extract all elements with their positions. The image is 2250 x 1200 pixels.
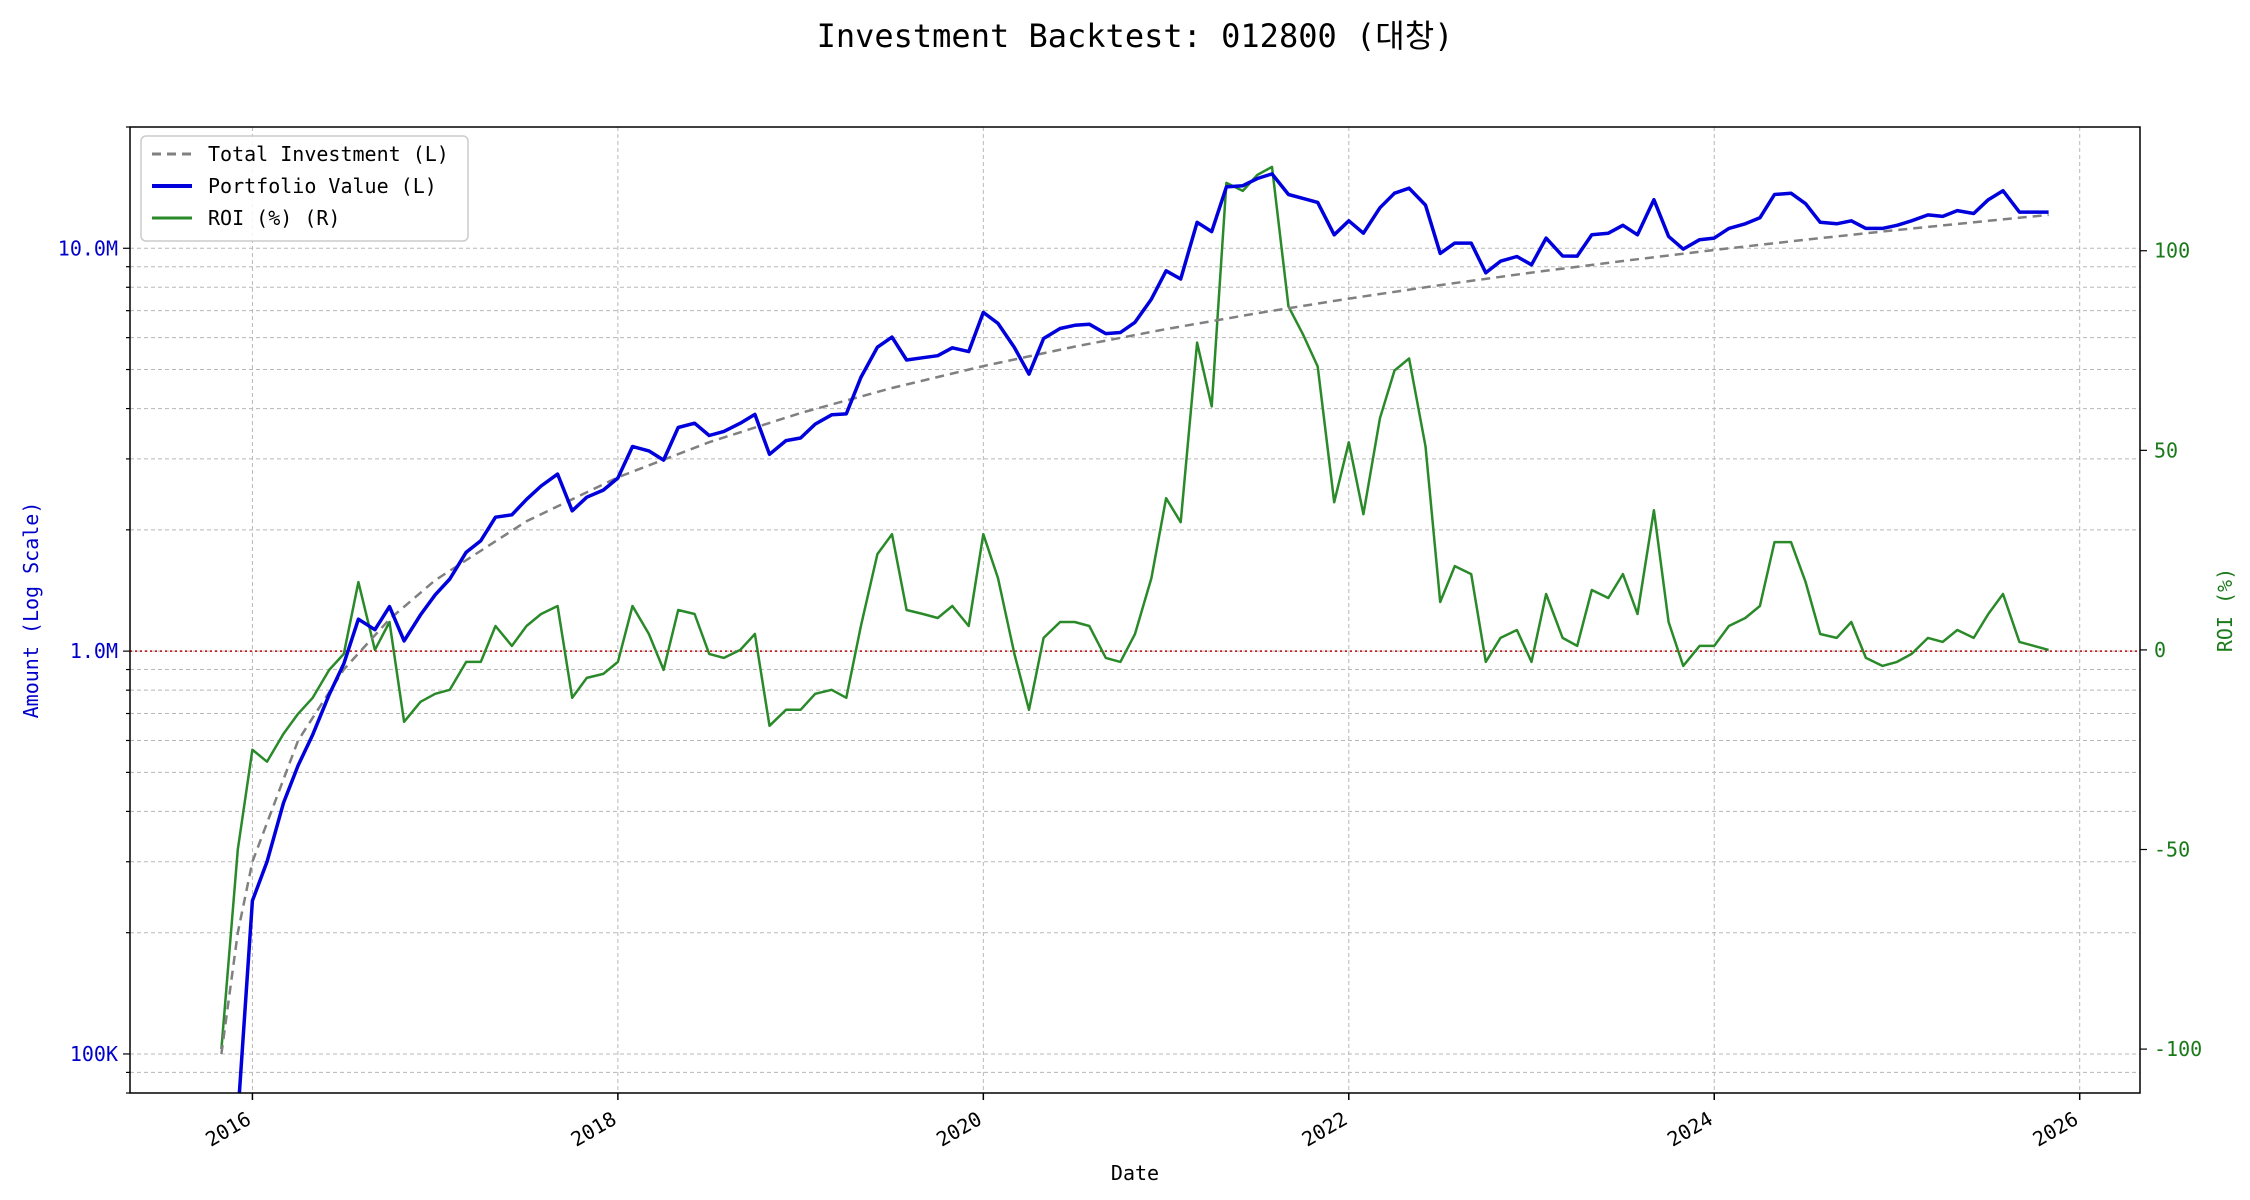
y-left-tick-label: 100K xyxy=(70,1042,118,1066)
left-y-axis: 100K 1.0M 10.0M xyxy=(58,126,130,1094)
y-right-tick-label: 0 xyxy=(2154,638,2166,662)
series-layer xyxy=(220,165,2049,1093)
legend-label-portfolio: Portfolio Value (L) xyxy=(208,174,437,198)
y-right-tick-label: -50 xyxy=(2154,838,2190,862)
left-y-axis-label: Amount (Log Scale) xyxy=(19,502,43,719)
legend-box xyxy=(140,135,469,242)
series-line-portfolio-value xyxy=(237,172,2049,1093)
grid xyxy=(130,126,2140,1094)
right-y-axis: -100 -50 0 50 100 xyxy=(2140,239,2202,1061)
y-left-tick-label: 10.0M xyxy=(58,236,118,260)
legend-label-roi: ROI (%) (R) xyxy=(208,206,340,230)
y-left-tick-label: 1.0M xyxy=(70,639,118,663)
y-right-tick-label: 50 xyxy=(2154,438,2178,462)
legend: Total Investment (L) Portfolio Value (L)… xyxy=(140,135,469,242)
series-line-total-investment xyxy=(220,213,2049,1055)
series-line-roi xyxy=(220,165,2049,1050)
y-right-tick-label: -100 xyxy=(2154,1037,2202,1061)
right-y-axis-label: ROI (%) xyxy=(2213,568,2237,652)
y-right-tick-label: 100 xyxy=(2154,239,2190,263)
x-axis-label: Date xyxy=(1111,1161,1159,1185)
legend-label-investment: Total Investment (L) xyxy=(208,142,449,166)
chart-title: Investment Backtest: 012800 (대창) xyxy=(817,17,1454,55)
plot-frame xyxy=(129,126,2141,1094)
